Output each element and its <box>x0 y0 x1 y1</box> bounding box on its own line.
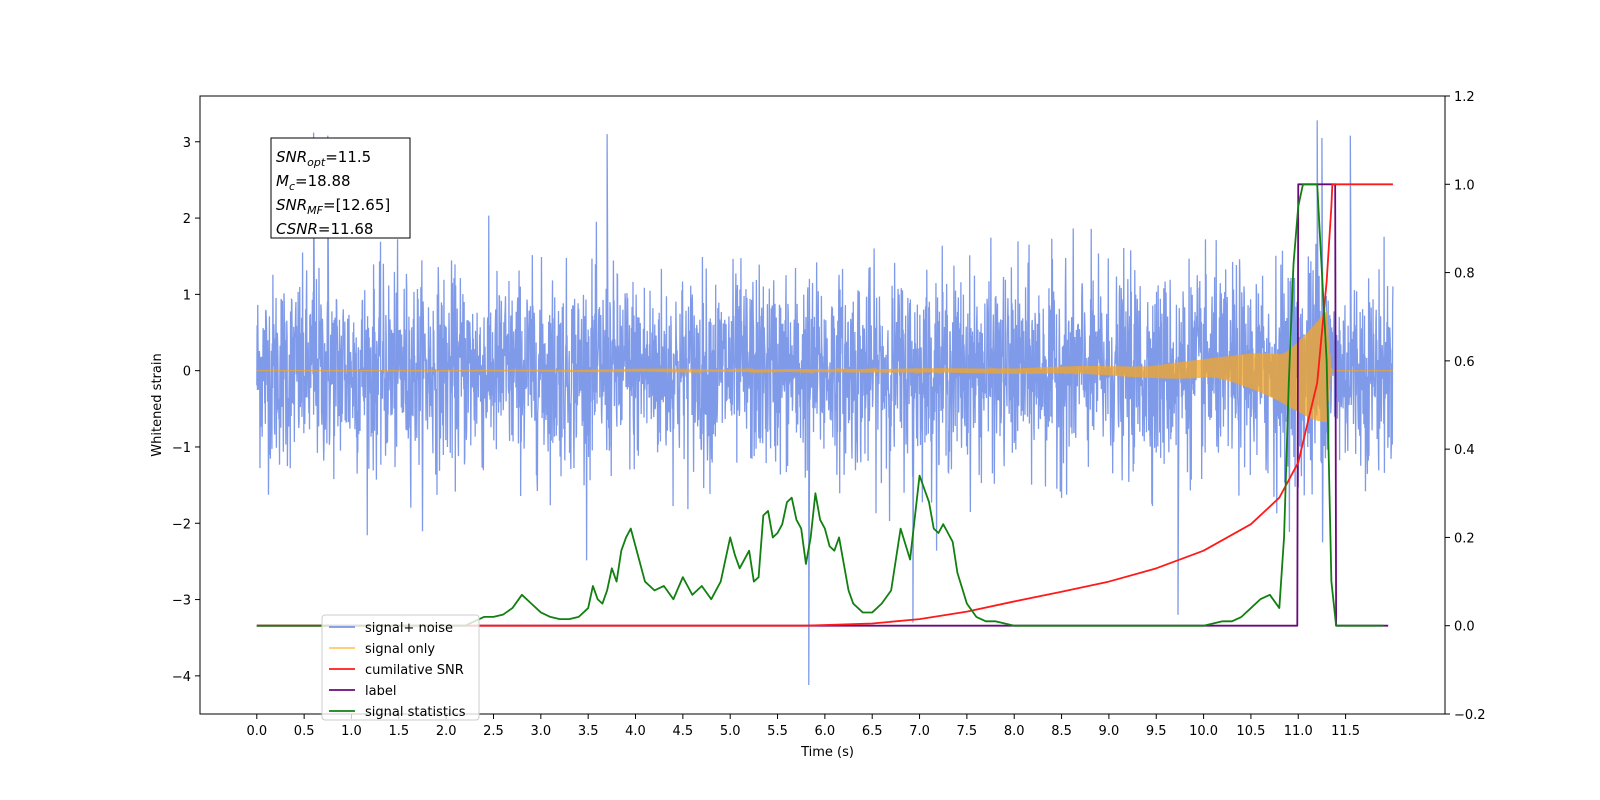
y-tick-label: −3 <box>172 594 191 609</box>
annotation-line: SNRMF=[12.65] <box>276 196 390 217</box>
series-cumulative-snr-line <box>256 183 1393 627</box>
y2-tick-label: 1.0 <box>1454 178 1475 193</box>
x-tick-label: 0.0 <box>246 724 267 739</box>
x-tick-label: 11.0 <box>1284 724 1313 739</box>
y-tick-label: 2 <box>183 212 191 227</box>
legend-entry: signal statistics <box>365 705 466 720</box>
y-axis-label: Whitened strain <box>150 353 165 456</box>
x-tick-label: 9.5 <box>1146 724 1167 739</box>
x-tick-label: 3.0 <box>530 724 551 739</box>
y2-tick-label: 0.8 <box>1454 267 1475 282</box>
y2-tick-label: 1.2 <box>1454 90 1475 105</box>
x-tick-label: 6.0 <box>815 724 836 739</box>
y-tick-label: 0 <box>183 365 191 380</box>
y2-tick-label: 0.6 <box>1454 355 1475 370</box>
plot-frame <box>199 95 1446 715</box>
x-tick-label: 4.5 <box>673 724 694 739</box>
x-tick-label: 6.5 <box>862 724 883 739</box>
y-tick-label: −1 <box>172 441 191 456</box>
x-tick-label: 10.0 <box>1189 724 1218 739</box>
y2-tick-label: −0.2 <box>1454 708 1486 723</box>
y2-tick-label: 0.0 <box>1454 620 1475 635</box>
series-signal-only-line <box>256 310 1393 423</box>
series-signal-statistics-line <box>256 183 1384 627</box>
x-tick-label: 8.5 <box>1051 724 1072 739</box>
y-tick-label: 3 <box>183 136 191 151</box>
x-tick-label: 1.0 <box>341 724 362 739</box>
annotation-box <box>270 137 411 239</box>
x-tick-label: 7.5 <box>957 724 978 739</box>
x-tick-label: 8.0 <box>1004 724 1025 739</box>
y-tick-label: 1 <box>183 288 191 303</box>
x-tick-label: 2.5 <box>483 724 504 739</box>
x-tick-label: 7.0 <box>909 724 930 739</box>
x-tick-label: 1.5 <box>388 724 409 739</box>
x-tick-label: 0.5 <box>294 724 315 739</box>
legend-entry: cumilative SNR <box>365 663 464 678</box>
annotation-line: SNRopt=11.5 <box>276 148 371 169</box>
y2-tick-label: 0.2 <box>1454 531 1475 546</box>
x-tick-label: 4.0 <box>625 724 646 739</box>
y2-tick-label: 0.4 <box>1454 443 1475 458</box>
annotation-line: CSNR=11.68 <box>276 220 373 238</box>
series-signal-noise-line <box>256 120 1394 686</box>
y-tick-label: −4 <box>172 670 191 685</box>
legend-entry: signal only <box>365 642 435 657</box>
annotation-line: Mc=18.88 <box>276 172 351 193</box>
x-tick-label: 3.5 <box>578 724 599 739</box>
x-tick-label: 11.5 <box>1331 724 1360 739</box>
x-tick-label: 2.0 <box>436 724 457 739</box>
x-tick-label: 9.0 <box>1099 724 1120 739</box>
x-tick-label: 5.0 <box>720 724 741 739</box>
legend-box <box>321 614 480 721</box>
legend-entry: label <box>365 684 396 699</box>
y-tick-label: −2 <box>172 517 191 532</box>
legend-entry: signal+ noise <box>365 621 453 636</box>
x-tick-label: 10.5 <box>1236 724 1265 739</box>
x-axis-label: Time (s) <box>800 745 854 760</box>
x-tick-label: 5.5 <box>767 724 788 739</box>
